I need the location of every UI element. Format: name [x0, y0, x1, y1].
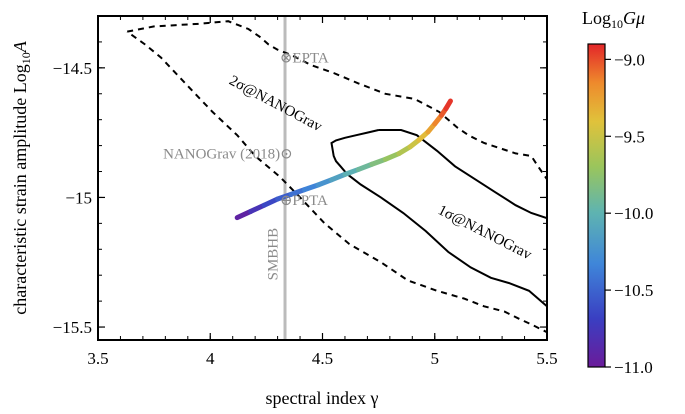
y-axis-title-prefix: characteristic strain amplitude Log [10, 64, 30, 314]
colorbar-gradient [587, 43, 606, 368]
colorbar-title-prefix: Log [582, 8, 611, 28]
annotation-3: 2σ@NANOGrav [226, 73, 325, 136]
x-tick-label: 5.5 [536, 349, 557, 368]
x-tick-label: 3.5 [87, 349, 108, 368]
x-tick-label: 5 [431, 349, 440, 368]
x-tick-label: 4.5 [312, 349, 333, 368]
plot-area [126, 16, 547, 340]
colorbar-title-var: Gμ [623, 8, 645, 28]
annotation-2: ⊕PPTA [280, 193, 328, 209]
series-1-contour [330, 129, 547, 308]
colorbar-tick-label: −9.0 [614, 50, 645, 69]
y-tick-label: −15.5 [53, 318, 92, 337]
colorbar-tick-label: −10.5 [614, 281, 653, 300]
x-tick-label: 4 [206, 349, 215, 368]
y-axis-title-sub: 10 [19, 52, 33, 64]
annotation-5: SMBHB [266, 228, 282, 281]
y-tick-label: −14.5 [53, 59, 92, 78]
annotation-1: NANOGrav (2018)⊙ [163, 147, 293, 163]
colorbar-ticks: −9.0 −9.5 −10.0 −10.5 −11.0 [605, 50, 653, 377]
series-0-contour [126, 20, 547, 334]
colorbar-tick-label: −10.0 [614, 204, 653, 223]
axes: 3.5 4 4.5 5 5.5 −15.5 −15 −14.5 [53, 15, 558, 368]
y-tick-label: −15 [65, 188, 92, 207]
x-axis-title: spectral index γ [266, 388, 379, 408]
y-axis-title-var: A [10, 40, 30, 53]
annotation-0: ⊗EPTA [280, 51, 329, 67]
colorbar-title: Log10Gμ [582, 8, 645, 31]
gmu-curve-segment [443, 98, 453, 112]
colorbar-tick-label: −9.5 [614, 127, 645, 146]
colorbar: Log10Gμ −9.0 −9.5 −10.0 −10.5 −11.0 [582, 8, 653, 377]
colorbar-tick-label: −11.0 [614, 358, 653, 377]
colorbar-title-sub: 10 [611, 17, 623, 31]
y-axis-title: characteristic strain amplitude Log10A [10, 40, 33, 314]
